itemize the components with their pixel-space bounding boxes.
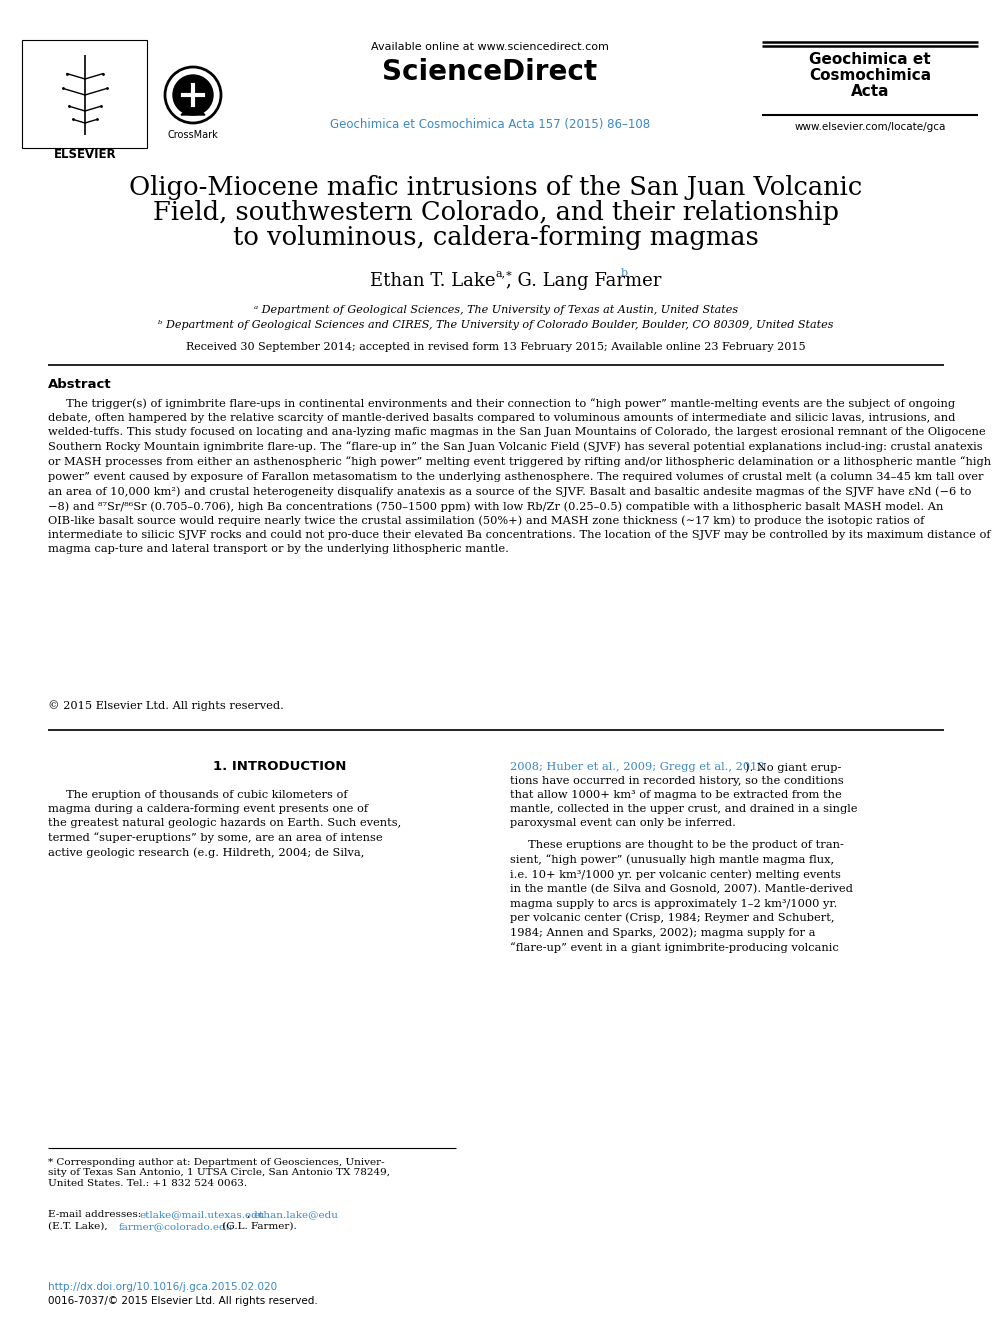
Text: * Corresponding author at: Department of Geosciences, Univer-
sity of Texas San : * Corresponding author at: Department of… [48,1158,390,1188]
Text: The trigger(s) of ignimbrite flare-ups in continental environments and their con: The trigger(s) of ignimbrite flare-ups i… [48,398,991,554]
Text: Acta: Acta [851,83,889,99]
Text: etlake@mail.utexas.edu: etlake@mail.utexas.edu [139,1211,265,1218]
Text: http://dx.doi.org/10.1016/j.gca.2015.02.020: http://dx.doi.org/10.1016/j.gca.2015.02.… [48,1282,277,1293]
Text: Abstract: Abstract [48,378,112,392]
Text: Cosmochimica: Cosmochimica [808,67,931,83]
Circle shape [173,75,213,115]
Text: ,: , [247,1211,254,1218]
Text: 1. INTRODUCTION: 1. INTRODUCTION [213,759,346,773]
Text: Field, southwestern Colorado, and their relationship: Field, southwestern Colorado, and their … [153,200,839,225]
Text: ᵇ Department of Geological Sciences and CIRES, The University of Colorado Boulde: ᵇ Department of Geological Sciences and … [159,320,833,329]
Text: ELSEVIER: ELSEVIER [54,148,116,161]
Text: © 2015 Elsevier Ltd. All rights reserved.: © 2015 Elsevier Ltd. All rights reserved… [48,700,284,710]
Text: Available online at www.sciencedirect.com: Available online at www.sciencedirect.co… [371,42,609,52]
Text: ScienceDirect: ScienceDirect [383,58,597,86]
Text: a,∗: a,∗ [496,269,514,278]
Text: ethan.lake@edu: ethan.lake@edu [254,1211,339,1218]
Text: Oligo-Miocene mafic intrusions of the San Juan Volcanic: Oligo-Miocene mafic intrusions of the Sa… [129,175,863,200]
Text: Geochimica et Cosmochimica Acta 157 (2015) 86–108: Geochimica et Cosmochimica Acta 157 (201… [330,118,650,131]
Polygon shape [181,103,205,115]
Text: farmer@colorado.edu: farmer@colorado.edu [119,1222,233,1230]
Text: that allow 1000+ km³ of magma to be extracted from the: that allow 1000+ km³ of magma to be extr… [510,790,842,800]
Text: These eruptions are thought to be the product of tran-
sient, “high power” (unus: These eruptions are thought to be the pr… [510,840,853,954]
Text: tions have occurred in recorded history, so the conditions: tions have occurred in recorded history,… [510,777,844,786]
Text: b: b [621,269,628,278]
Text: , G. Lang Farmer: , G. Lang Farmer [506,273,662,290]
Text: The eruption of thousands of cubic kilometers of
magma during a caldera-forming : The eruption of thousands of cubic kilom… [48,790,401,859]
Text: www.elsevier.com/locate/gca: www.elsevier.com/locate/gca [795,122,945,132]
Text: Geochimica et: Geochimica et [809,52,930,67]
Text: (E.T. Lake),: (E.T. Lake), [48,1222,111,1230]
Text: (G.L. Farmer).: (G.L. Farmer). [219,1222,297,1230]
Text: CrossMark: CrossMark [168,130,218,140]
Text: 0016-7037/© 2015 Elsevier Ltd. All rights reserved.: 0016-7037/© 2015 Elsevier Ltd. All right… [48,1297,317,1306]
Text: mantle, collected in the upper crust, and drained in a single: mantle, collected in the upper crust, an… [510,804,857,814]
Text: ᵃ Department of Geological Sciences, The University of Texas at Austin, United S: ᵃ Department of Geological Sciences, The… [254,306,738,315]
Text: Received 30 September 2014; accepted in revised form 13 February 2015; Available: Received 30 September 2014; accepted in … [186,343,806,352]
Text: to voluminous, caldera-forming magmas: to voluminous, caldera-forming magmas [233,225,759,250]
Text: ). No giant erup-: ). No giant erup- [745,762,841,773]
Text: 2008; Huber et al., 2009; Gregg et al., 2012: 2008; Huber et al., 2009; Gregg et al., … [510,762,765,773]
Text: paroxysmal event can only be inferred.: paroxysmal event can only be inferred. [510,818,736,828]
Text: Ethan T. Lake: Ethan T. Lake [370,273,496,290]
Text: E-mail addresses:: E-mail addresses: [48,1211,145,1218]
